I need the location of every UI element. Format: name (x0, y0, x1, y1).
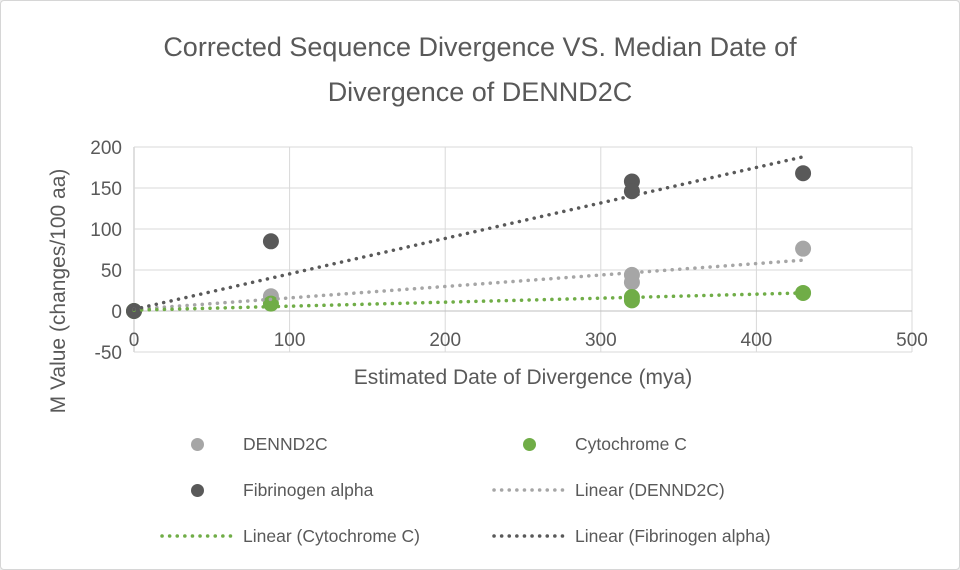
x-tick-500: 500 (896, 330, 928, 351)
y-tick-100: 100 (90, 220, 122, 241)
legend-dotted-line-icon (159, 529, 235, 543)
x-tick-300: 300 (585, 330, 617, 351)
trendline-linear-fibrinogen-alpha- (132, 155, 805, 312)
legend-item-fibrinogen-alpha: Fibrinogen alpha (159, 480, 491, 501)
chart-title: Corrected Sequence Divergence VS. Median… (163, 32, 797, 107)
legend-item-linear-fibrinogen-alpha-: Linear (Fibrinogen alpha) (491, 526, 891, 547)
point-cytochrome-c (623, 292, 640, 309)
legend-label: Linear (DENND2C) (575, 479, 725, 500)
legend-item-cytochrome-c: Cytochrome C (491, 434, 891, 455)
legend-label: DENND2C (243, 433, 328, 454)
x-tick-200: 200 (429, 330, 461, 351)
dot-marker-icon (190, 483, 204, 497)
x-tick-0: 0 (129, 330, 140, 351)
trendline-linear-cytochrome-c- (132, 291, 805, 312)
legend-dot-icon (159, 483, 235, 497)
y-tick-0: 0 (111, 302, 122, 323)
legend-label: Fibrinogen alpha (243, 479, 374, 500)
legend-dotted-line-icon (491, 529, 567, 543)
x-axis-title: Estimated Date of Divergence (mya) (354, 366, 692, 389)
legend-label: Linear (Cytochrome C) (243, 525, 420, 546)
legend-item-linear-dennd2c-: Linear (DENND2C) (491, 480, 891, 501)
legend-item-dennd2c: DENND2C (159, 434, 491, 455)
trendline-linear-dennd2c- (132, 258, 805, 312)
y-tick--50: -50 (95, 343, 122, 364)
chart-legend: DENND2C Cytochrome C Fibrinogen alpha Linea… (159, 421, 891, 559)
dot-marker-icon (190, 437, 204, 451)
x-tick-100: 100 (274, 330, 306, 351)
point-dennd2c (623, 274, 640, 291)
point-fibrinogen-alpha (262, 233, 279, 250)
legend-item-linear-cytochrome-c-: Linear (Cytochrome C) (159, 526, 491, 547)
y-tick-150: 150 (90, 179, 122, 200)
gridlines (133, 146, 913, 353)
legend-dotted-line-icon (491, 483, 567, 497)
legend-label: Cytochrome C (575, 433, 687, 454)
legend-dot-icon (159, 437, 235, 451)
trendlines (132, 155, 805, 312)
point-fibrinogen-alpha (795, 165, 812, 182)
dot-marker-icon (522, 437, 536, 451)
x-tick-400: 400 (741, 330, 773, 351)
point-dennd2c (795, 240, 812, 257)
y-axis-title: M Value (changes/100 aa) (47, 169, 70, 414)
legend-label: Linear (Fibrinogen alpha) (575, 525, 771, 546)
y-tick-50: 50 (101, 261, 122, 282)
y-tick-200: 200 (90, 138, 122, 159)
point-fibrinogen-alpha (623, 183, 640, 200)
point-cytochrome-c (262, 295, 279, 312)
legend-dot-icon (491, 437, 567, 451)
